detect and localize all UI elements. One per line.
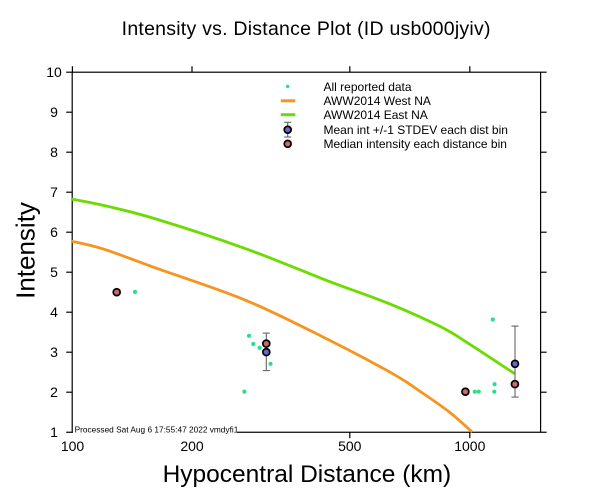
svg-text:Processed Sat Aug 6 17:55:47: Processed Sat Aug 6 17:55:47 2022 vmdyfi… (75, 425, 239, 435)
svg-text:9: 9 (50, 104, 58, 120)
svg-text:Hypocentral Distance (km): Hypocentral Distance (km) (163, 461, 452, 488)
svg-text:1: 1 (50, 424, 58, 440)
svg-text:500: 500 (338, 438, 362, 454)
svg-text:10: 10 (46, 64, 62, 80)
svg-text:Intensity vs. Distance Plot (I: Intensity vs. Distance Plot (ID usb000jy… (122, 18, 491, 40)
svg-text:200: 200 (180, 438, 204, 454)
svg-text:7: 7 (50, 184, 58, 200)
svg-text:5: 5 (50, 264, 58, 280)
svg-text:AWW2014 West NA: AWW2014 West NA (324, 94, 431, 108)
svg-text:2: 2 (50, 384, 58, 400)
svg-text:8: 8 (50, 144, 58, 160)
svg-text:All reported data: All reported data (324, 80, 412, 94)
svg-text:Intensity: Intensity (10, 202, 40, 299)
svg-text:AWW2014 East NA: AWW2014 East NA (324, 108, 428, 122)
svg-text:Median intensity each distance: Median intensity each distance bin (324, 137, 507, 151)
svg-text:100: 100 (61, 438, 85, 454)
svg-text:Mean int +/-1 STDEV each dist: Mean int +/-1 STDEV each dist bin (324, 123, 508, 137)
svg-text:4: 4 (50, 304, 58, 320)
svg-text:1000: 1000 (454, 438, 485, 454)
svg-text:3: 3 (50, 344, 58, 360)
svg-text:6: 6 (50, 224, 58, 240)
